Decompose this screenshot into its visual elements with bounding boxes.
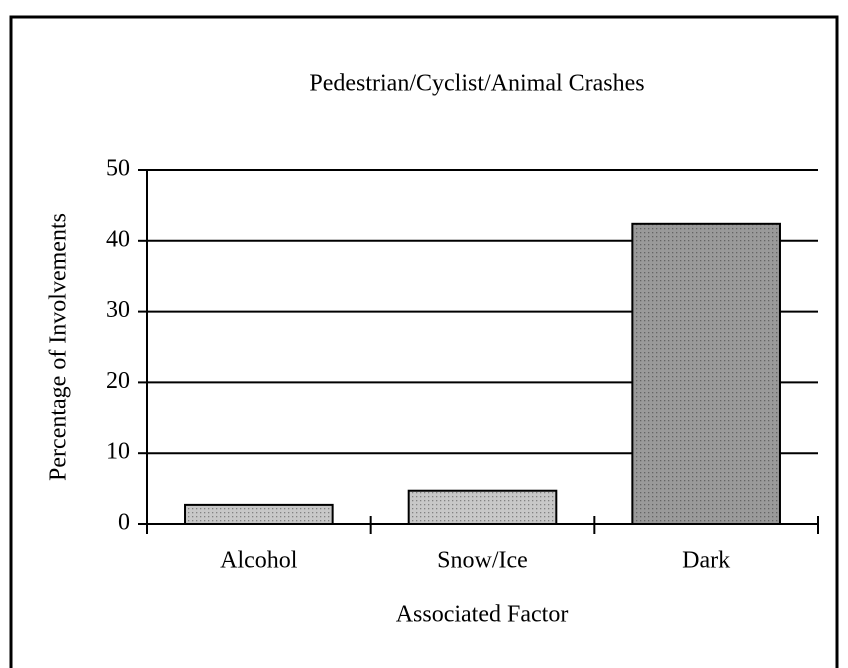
chart-title: Pedestrian/Cyclist/Animal Crashes [309,71,644,97]
x-tick-label: Alcohol [220,548,298,574]
y-tick-label: 30 [106,297,130,323]
y-tick-label: 0 [118,510,130,536]
bar-texture [408,490,557,524]
y-axis-label: Percentage of Involvements [46,213,72,481]
x-axis-label: Associated Factor [396,602,569,628]
x-tick-label: Snow/Ice [437,548,528,574]
y-tick-label: 50 [106,156,130,182]
bar-texture [632,223,780,525]
y-tick-label: 20 [106,368,130,394]
bar-texture [185,504,333,524]
y-tick-label: 40 [106,226,130,252]
x-tick-label: Dark [682,548,730,574]
frame [9,15,839,668]
y-tick-label: 10 [106,439,130,465]
